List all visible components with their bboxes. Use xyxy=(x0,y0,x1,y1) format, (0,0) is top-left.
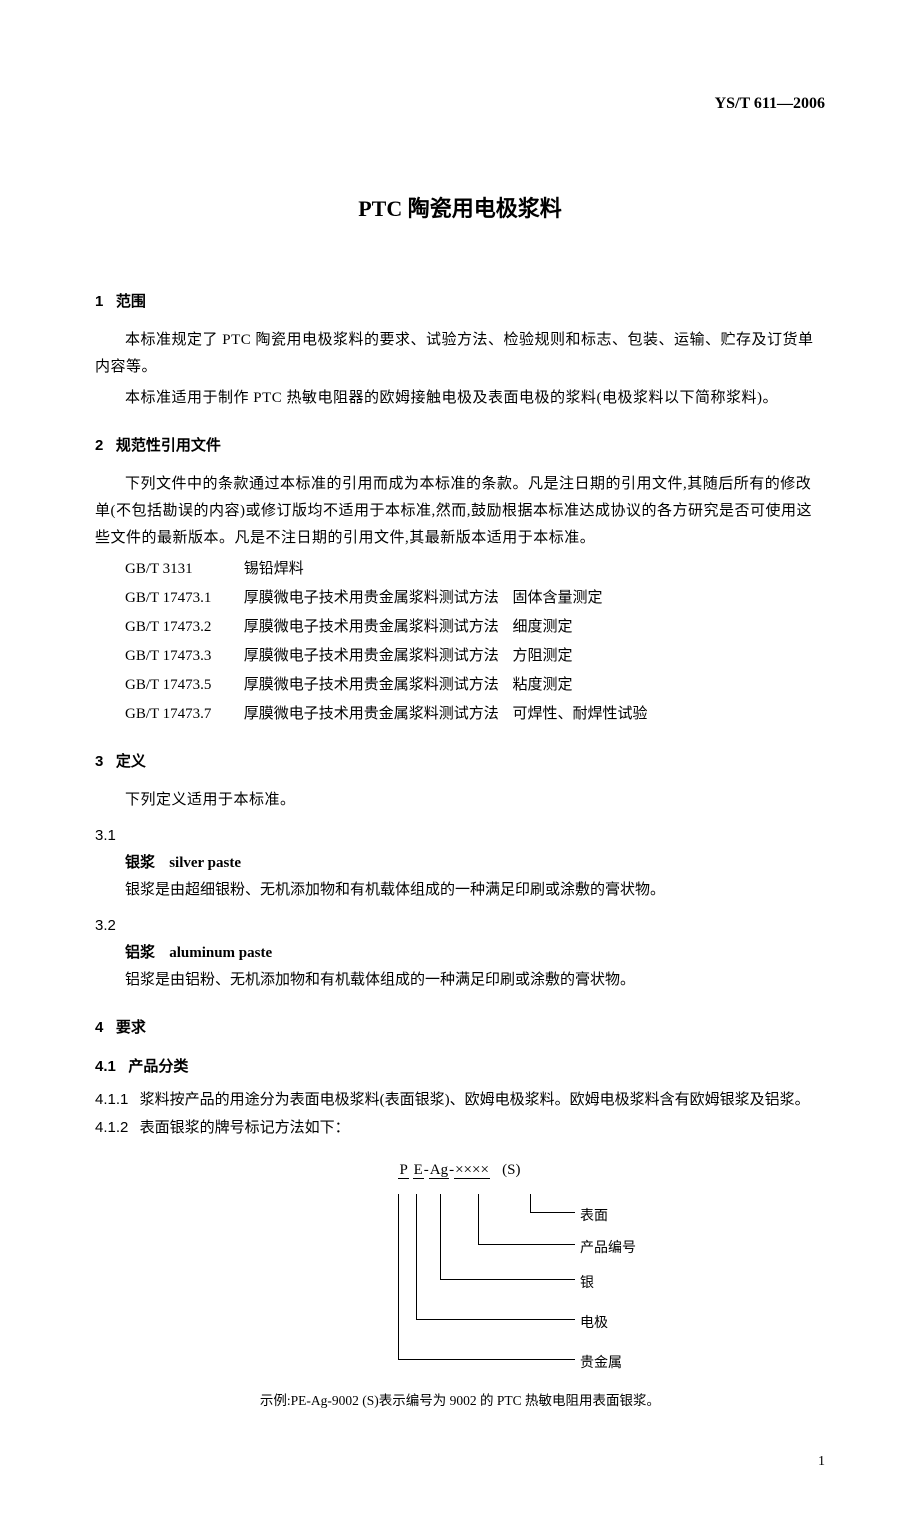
seg-s: (S) xyxy=(501,1162,521,1178)
section-num: 3 xyxy=(95,753,103,770)
ref-title: 厚膜微电子技术用贵金属浆料测试方法 xyxy=(244,643,499,670)
clause-text: 表面银浆的牌号标记方法如下： xyxy=(140,1120,350,1136)
label-precious-metal: 贵金属 xyxy=(580,1351,622,1376)
ref-code: GB/T 17473.7 xyxy=(125,701,240,728)
reference-item: GB/T 17473.5 厚膜微电子技术用贵金属浆料测试方法 粘度测定 xyxy=(125,672,825,699)
term-cn: 银浆 xyxy=(125,854,155,871)
bracket-diagram: 表面 产品编号 银 电极 贵金属 xyxy=(260,1194,660,1379)
term-en: silver paste xyxy=(169,855,241,871)
ref-title: 厚膜微电子技术用贵金属浆料测试方法 xyxy=(244,585,499,612)
label-product-no: 产品编号 xyxy=(580,1236,636,1261)
section-4-heading: 4 要求 xyxy=(95,1014,825,1041)
ref-title: 厚膜微电子技术用贵金属浆料测试方法 xyxy=(244,701,499,728)
clause-4-1-1: 4.1.1 浆料按产品的用途分为表面电极浆料(表面银浆)、欧姆电极浆料。欧姆电极… xyxy=(95,1086,825,1114)
section-num: 4 xyxy=(95,1019,103,1036)
section-num: 1 xyxy=(95,293,103,310)
reference-item: GB/T 17473.1 厚膜微电子技术用贵金属浆料测试方法 固体含量测定 xyxy=(125,585,825,612)
section-3-heading: 3 定义 xyxy=(95,748,825,775)
definition-3-2-term: 铝浆 aluminum paste xyxy=(95,939,825,967)
ref-code: GB/T 17473.3 xyxy=(125,643,240,670)
reference-item: GB/T 17473.3 厚膜微电子技术用贵金属浆料测试方法 方阻测定 xyxy=(125,643,825,670)
para-1-1: 本标准规定了 PTC 陶瓷用电极浆料的要求、试验方法、检验规则和标志、包装、运输… xyxy=(95,327,825,381)
clause-num: 4.1.1 xyxy=(95,1091,128,1108)
definition-3-2-num: 3.2 xyxy=(95,912,825,939)
ref-sub: 可焊性、耐焊性试验 xyxy=(513,701,648,728)
clause-num: 4.1.2 xyxy=(95,1119,128,1136)
seg-p: P xyxy=(398,1162,408,1179)
ref-sub: 固体含量测定 xyxy=(513,585,603,612)
section-2-heading: 2 规范性引用文件 xyxy=(95,432,825,459)
clause-text: 浆料按产品的用途分为表面电极浆料(表面银浆)、欧姆电极浆料。欧姆电极浆料含有欧姆… xyxy=(140,1092,810,1108)
ref-code: GB/T 17473.1 xyxy=(125,585,240,612)
subsection-4-1-heading: 4.1 产品分类 xyxy=(95,1053,825,1080)
main-title: PTC 陶瓷用电极浆料 xyxy=(95,189,825,229)
ref-sub: 细度测定 xyxy=(513,614,573,641)
section-1-heading: 1 范围 xyxy=(95,288,825,315)
designation-example: 示例:PE-Ag-9002 (S)表示编号为 9002 的 PTC 热敏电阻用表… xyxy=(95,1389,825,1413)
section-num: 2 xyxy=(95,437,103,454)
ref-title: 锡铅焊料 xyxy=(244,556,304,583)
clause-4-1-2: 4.1.2 表面银浆的牌号标记方法如下： xyxy=(95,1114,825,1142)
subsection-num: 4.1 xyxy=(95,1058,116,1075)
reference-item: GB/T 17473.7 厚膜微电子技术用贵金属浆料测试方法 可焊性、耐焊性试验 xyxy=(125,701,825,728)
section-title: 规范性引用文件 xyxy=(116,437,221,454)
seg-e: E xyxy=(413,1162,424,1179)
section-title: 范围 xyxy=(116,293,146,310)
reference-item: GB/T 3131 锡铅焊料 xyxy=(125,556,825,583)
definition-3-1-num: 3.1 xyxy=(95,822,825,849)
reference-list: GB/T 3131 锡铅焊料 GB/T 17473.1 厚膜微电子技术用贵金属浆… xyxy=(125,556,825,728)
ref-sub: 粘度测定 xyxy=(513,672,573,699)
ref-code: GB/T 17473.5 xyxy=(125,672,240,699)
ref-title: 厚膜微电子技术用贵金属浆料测试方法 xyxy=(244,672,499,699)
reference-item: GB/T 17473.2 厚膜微电子技术用贵金属浆料测试方法 细度测定 xyxy=(125,614,825,641)
label-silver: 银 xyxy=(580,1271,594,1296)
ref-title: 厚膜微电子技术用贵金属浆料测试方法 xyxy=(244,614,499,641)
subsection-title: 产品分类 xyxy=(128,1058,188,1075)
page-number: 1 xyxy=(95,1449,825,1474)
term-cn: 铝浆 xyxy=(125,944,155,961)
designation-diagram: P E-Ag-×××× (S) 表面 产品编号 银 电极 贵金属 示例:PE-A… xyxy=(95,1157,825,1413)
section-title: 定义 xyxy=(116,753,146,770)
ref-code: GB/T 3131 xyxy=(125,556,240,583)
para-1-2: 本标准适用于制作 PTC 热敏电阻器的欧姆接触电极及表面电极的浆料(电极浆料以下… xyxy=(95,385,825,412)
seg-num: ×××× xyxy=(454,1162,490,1179)
term-en: aluminum paste xyxy=(169,945,272,961)
ref-sub: 方阻测定 xyxy=(513,643,573,670)
definition-3-1-term: 银浆 silver paste xyxy=(95,849,825,877)
designation-code-line: P E-Ag-×××× (S) xyxy=(398,1157,521,1184)
label-electrode: 电极 xyxy=(580,1311,608,1336)
definition-3-2-body: 铝浆是由铝粉、无机添加物和有机载体组成的一种满足印刷或涂敷的膏状物。 xyxy=(95,967,825,994)
para-3-intro: 下列定义适用于本标准。 xyxy=(95,787,825,814)
section-title: 要求 xyxy=(116,1019,146,1036)
seg-ag: Ag xyxy=(429,1162,449,1179)
para-2-1: 下列文件中的条款通过本标准的引用而成为本标准的条款。凡是注日期的引用文件,其随后… xyxy=(95,471,825,552)
definition-3-1-body: 银浆是由超细银粉、无机添加物和有机载体组成的一种满足印刷或涂敷的膏状物。 xyxy=(95,877,825,904)
standard-code: YS/T 611—2006 xyxy=(95,90,825,119)
label-surface: 表面 xyxy=(580,1204,608,1229)
ref-code: GB/T 17473.2 xyxy=(125,614,240,641)
